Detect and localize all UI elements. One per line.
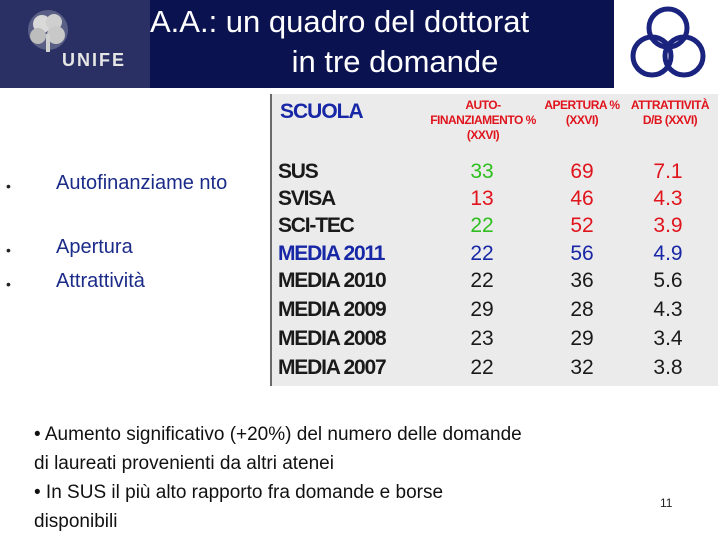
unife-logo: UNIFE (0, 0, 150, 88)
header-bar: UNIFE A.A.: un quadro del dottorat in tr… (0, 0, 720, 88)
cell-apertura: 36 (570, 269, 594, 292)
note-line: • In SUS il più alto rapporto fra domand… (34, 482, 444, 503)
row-label: MEDIA 2009 (278, 298, 387, 321)
cell-attrattivita: 4.3 (653, 298, 683, 321)
row-label: SVISA (278, 187, 336, 210)
cell-auto: 22 (470, 214, 494, 237)
data-table: SCUOLA AUTO- FINANZIAMENTO % (XXVI) APER… (270, 94, 718, 386)
row-label: SUS (278, 160, 319, 183)
cell-attrattivita: 3.4 (653, 327, 683, 350)
row-label: MEDIA 2008 (278, 327, 387, 350)
note-line: • Aumento significativo (+20%) del numer… (34, 424, 522, 445)
tree-logo-icon (28, 10, 68, 52)
rings-logo-icon (630, 6, 706, 78)
title-line-2: in tre domande (291, 44, 499, 79)
note-line: disponibili (34, 511, 118, 532)
cell-attrattivita: 7.1 (653, 160, 683, 183)
cell-apertura: 56 (570, 242, 594, 265)
cell-auto: 22 (470, 269, 494, 292)
notes-text: • Aumento significativo (+20%) del numer… (34, 420, 714, 536)
col-header-apertura: APERTURA % (XXVI) (544, 98, 620, 127)
note-line: di laureati provenienti da altri atenei (34, 453, 334, 474)
cell-apertura: 52 (570, 214, 594, 237)
bullet-apertura: Apertura (56, 236, 133, 258)
cell-apertura: 46 (570, 187, 594, 210)
row-label: MEDIA 2010 (278, 269, 387, 292)
cell-attrattivita: 4.9 (653, 242, 683, 265)
bullet-dot: • (6, 242, 11, 258)
row-label: MEDIA 2007 (278, 356, 387, 379)
cell-attrattivita: 5.6 (653, 269, 683, 292)
cell-auto: 23 (470, 327, 494, 350)
cell-apertura: 28 (570, 298, 594, 321)
cell-auto: 33 (470, 160, 494, 183)
bullet-dot: • (6, 178, 11, 194)
cell-apertura: 29 (570, 327, 594, 350)
cell-apertura: 69 (570, 160, 594, 183)
row-label: MEDIA 2011 (278, 242, 385, 265)
logo-text: UNIFE (62, 50, 126, 70)
slide-title: A.A.: un quadro del dottorat in tre doma… (150, 0, 610, 88)
title-line-1: A.A.: un quadro del dottorat (150, 4, 530, 39)
cell-attrattivita: 3.8 (653, 356, 683, 379)
page-number: 11 (660, 496, 673, 510)
rings-logo (614, 0, 720, 88)
cell-apertura: 32 (570, 356, 594, 379)
cell-attrattivita: 3.9 (653, 214, 683, 237)
row-label: SCI-TEC (278, 214, 355, 237)
bullet-attrattivita: Attrattività (56, 270, 145, 292)
cell-auto: 13 (470, 187, 494, 210)
cell-auto: 29 (470, 298, 494, 321)
cell-auto: 22 (470, 356, 494, 379)
bullet-dot: • (6, 276, 11, 292)
scuola-header: SCUOLA (280, 100, 364, 123)
cell-auto: 22 (470, 242, 494, 265)
col-header-autofinanziamento: AUTO- FINANZIAMENTO % (XXVI) (430, 98, 536, 142)
cell-attrattivita: 4.3 (653, 187, 683, 210)
bullet-autofinanziamento: Autofinanziame nto (56, 172, 228, 194)
col-header-attrattivita: ATTRATTIVITÀ D/B (XXVI) (630, 98, 710, 127)
